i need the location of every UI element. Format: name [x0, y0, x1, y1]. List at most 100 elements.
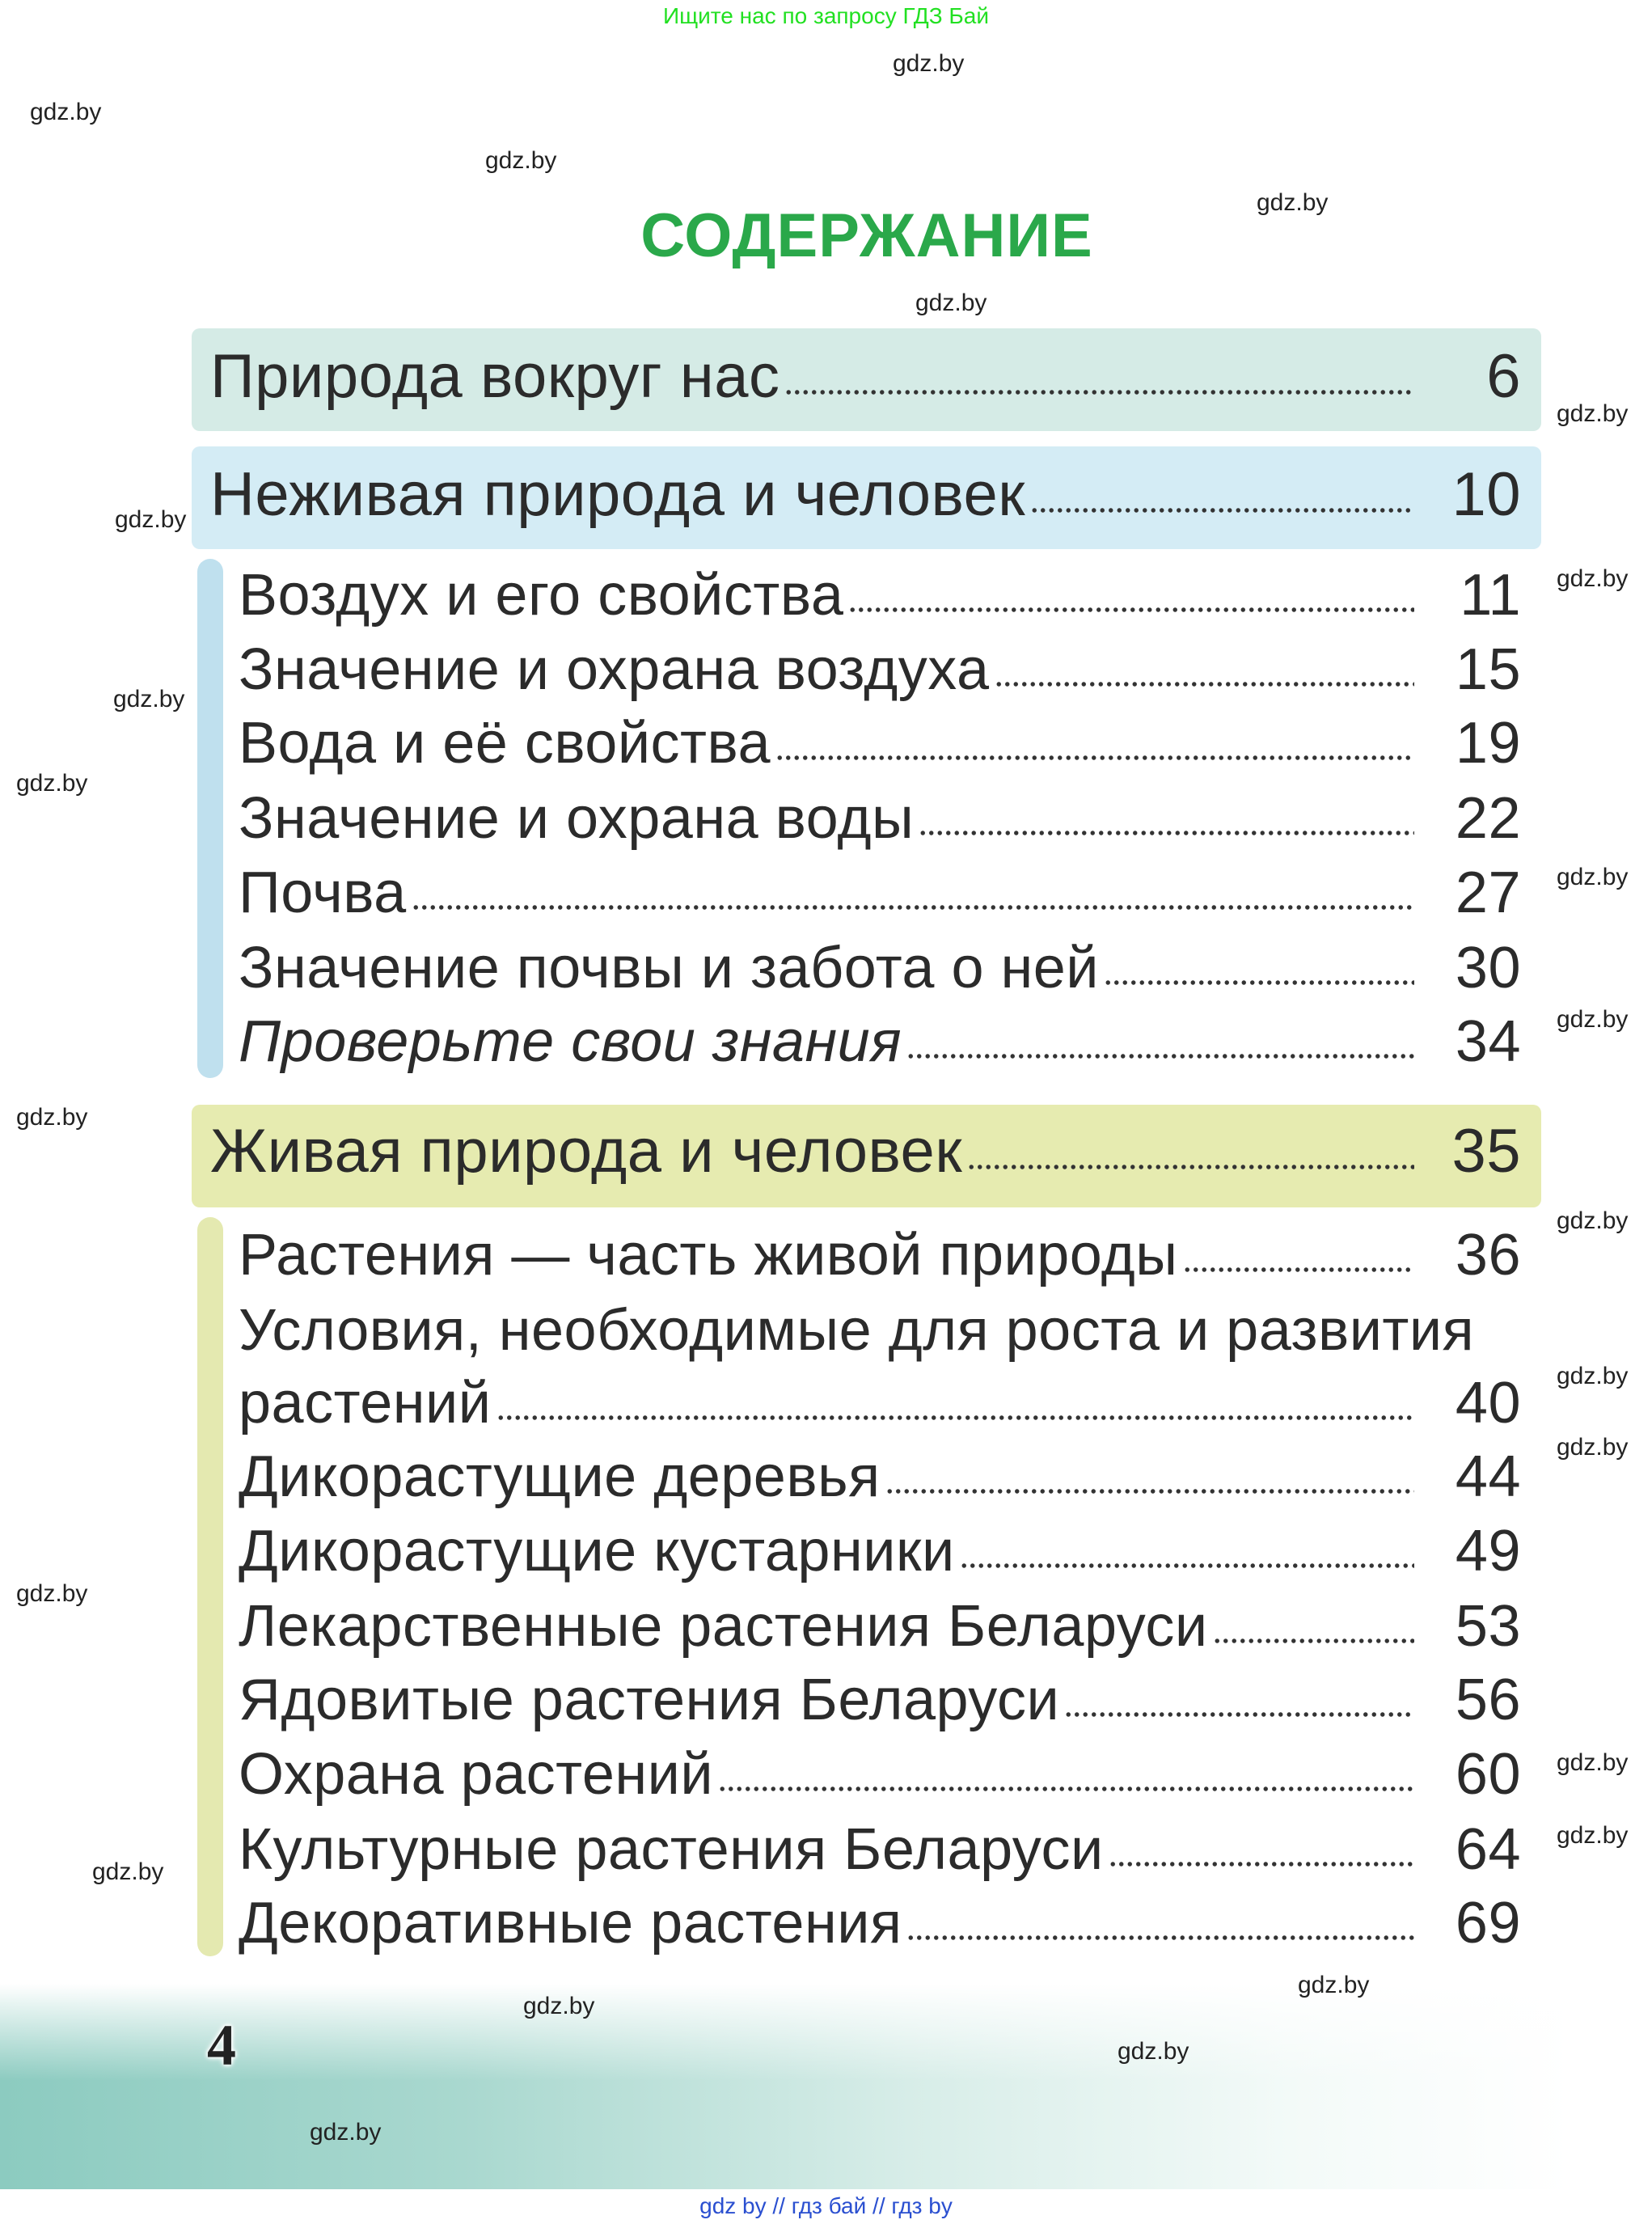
dot-leader	[1104, 978, 1414, 987]
toc-page: 10	[1451, 460, 1521, 529]
toc-item[interactable]: Почва 27	[239, 857, 1521, 928]
toc-page: 44	[1455, 1444, 1521, 1509]
dot-leader	[1212, 1636, 1414, 1646]
toc-section-2[interactable]: Неживая природа и человек 10	[210, 450, 1521, 539]
toc-page: 36	[1455, 1223, 1521, 1287]
watermark: gdz.by	[1557, 400, 1629, 427]
dot-leader	[967, 1162, 1414, 1172]
toc-title: Дикорастущие деревья	[239, 1444, 881, 1509]
dot-leader	[411, 903, 1414, 912]
toc-page: 49	[1455, 1519, 1521, 1583]
toc-title: Охрана растений	[239, 1742, 714, 1807]
watermark: gdz.by	[1557, 1434, 1629, 1461]
toc-title: Значение и охрана воздуха	[239, 637, 990, 702]
watermark: gdz.by	[30, 99, 102, 125]
toc-item-line-1[interactable]: Условия, необходимые для роста и развити…	[239, 1295, 1521, 1366]
dot-leader	[718, 1784, 1414, 1794]
toc-title: Значение почвы и забота о ней	[239, 936, 1100, 1000]
watermark: gdz.by	[1557, 1822, 1629, 1849]
toc-page: 34	[1455, 1009, 1521, 1074]
search-banner: Ищите нас по запросу ГДЗ Бай	[662, 3, 990, 28]
dot-leader	[1108, 1859, 1414, 1869]
dot-leader	[496, 1413, 1414, 1423]
watermark: gdz.by	[113, 686, 185, 712]
section-2-accent-bar	[197, 559, 223, 1078]
dot-leader	[1064, 1710, 1414, 1719]
page-number: 4	[207, 2013, 236, 2078]
dot-leader	[775, 753, 1414, 763]
footer-links[interactable]: gdz by // гдз бай // гдз by	[699, 2193, 953, 2218]
watermark: gdz.by	[1557, 864, 1629, 890]
toc-item[interactable]: Значение и охрана воды 22	[239, 783, 1521, 854]
toc-item-review[interactable]: Проверьте свои знания 34	[239, 1006, 1521, 1077]
toc-item[interactable]: Ядовитые растения Беларуси 56	[239, 1664, 1521, 1736]
footer-gradient	[0, 1984, 1652, 2189]
toc-item[interactable]: Декоративные растения 69	[239, 1888, 1521, 1959]
watermark: gdz.by	[92, 1858, 164, 1885]
toc-item[interactable]: Значение почвы и забота о ней 30	[239, 932, 1521, 1004]
toc-page: 64	[1455, 1817, 1521, 1882]
watermark: gdz.by	[1557, 1006, 1629, 1033]
toc-item[interactable]: Дикорастущие кустарники 49	[239, 1516, 1521, 1587]
watermark: gdz.by	[16, 770, 88, 797]
toc-title: Условия, необходимые для роста и развити…	[239, 1298, 1475, 1363]
toc-page: 27	[1455, 860, 1521, 925]
section-3-background	[192, 1105, 1541, 1207]
toc-page: 56	[1455, 1668, 1521, 1732]
dot-leader	[885, 1486, 1414, 1496]
watermark: gdz.by	[16, 1580, 88, 1607]
dot-leader	[1182, 1265, 1414, 1275]
toc-title: Значение и охрана воды	[239, 786, 915, 851]
toc-page: 19	[1455, 711, 1521, 776]
toc-title: Проверьте свои знания	[239, 1009, 902, 1074]
toc-item[interactable]: Лекарственные растения Беларуси 53	[239, 1591, 1521, 1662]
dot-leader	[919, 828, 1414, 838]
toc-title: Неживая природа и человек	[210, 460, 1026, 529]
toc-section-1[interactable]: Природа вокруг нас 6	[210, 332, 1521, 421]
toc-title: Декоративные растения	[239, 1891, 902, 1956]
toc-item-line-2[interactable]: растений 40	[239, 1368, 1521, 1439]
watermark: gdz.by	[310, 2119, 382, 2146]
toc-page: 53	[1455, 1594, 1521, 1659]
toc-item[interactable]: Культурные растения Беларуси 64	[239, 1814, 1521, 1885]
watermark: gdz.by	[1298, 1972, 1370, 1998]
toc-page: 60	[1455, 1742, 1521, 1807]
dot-leader	[848, 605, 1414, 615]
toc-page: 6	[1486, 342, 1521, 411]
watermark: gdz.by	[893, 50, 965, 77]
toc-item[interactable]: Воздух и его свойства 11	[239, 560, 1521, 631]
toc-page: 30	[1455, 936, 1521, 1000]
toc-item[interactable]: Охрана растений 60	[239, 1739, 1521, 1810]
watermark: gdz.by	[16, 1104, 88, 1131]
dot-leader	[906, 1051, 1414, 1061]
watermark: gdz.by	[1557, 1363, 1629, 1389]
toc-section-3[interactable]: Живая природа и человек 35	[210, 1107, 1521, 1196]
toc-title: Растения — часть живой природы	[239, 1223, 1178, 1287]
watermark: gdz.by	[915, 290, 987, 316]
section-3-accent-bar	[197, 1217, 223, 1956]
watermark: gdz.by	[1118, 2038, 1189, 2065]
toc-page: 22	[1455, 786, 1521, 851]
toc-title: Дикорастущие кустарники	[239, 1519, 955, 1583]
toc-title-continued: растений	[239, 1371, 492, 1435]
toc-page: 15	[1455, 637, 1521, 702]
toc-title: Природа вокруг нас	[210, 342, 780, 411]
watermark: gdz.by	[1557, 1207, 1629, 1234]
toc-title: Воздух и его свойства	[239, 563, 844, 628]
toc-page: 40	[1455, 1371, 1521, 1435]
dot-leader	[906, 1933, 1414, 1943]
toc-item[interactable]: Значение и охрана воздуха 15	[239, 634, 1521, 705]
toc-title: Вода и её свойства	[239, 711, 771, 776]
page-title: СОДЕРЖАНИЕ	[640, 201, 1093, 270]
toc-title: Живая природа и человек	[210, 1117, 963, 1186]
watermark: gdz.by	[115, 506, 187, 533]
toc-title: Лекарственные растения Беларуси	[239, 1594, 1208, 1659]
toc-item[interactable]: Растения — часть живой природы 36	[239, 1220, 1521, 1291]
watermark: gdz.by	[485, 147, 557, 174]
toc-item[interactable]: Дикорастущие деревья 44	[239, 1441, 1521, 1512]
toc-page: 69	[1455, 1891, 1521, 1956]
toc-item[interactable]: Вода и её свойства 19	[239, 708, 1521, 779]
section-2-background	[192, 446, 1541, 549]
dot-leader	[1030, 505, 1414, 515]
toc-title: Культурные растения Беларуси	[239, 1817, 1104, 1882]
